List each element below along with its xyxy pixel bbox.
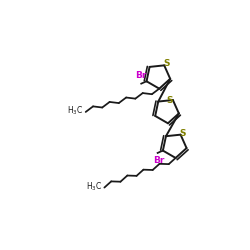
Text: H$_3$C: H$_3$C bbox=[86, 180, 102, 193]
Text: S: S bbox=[180, 130, 186, 138]
Text: S: S bbox=[166, 96, 173, 105]
Text: H$_3$C: H$_3$C bbox=[68, 105, 84, 118]
Text: Br: Br bbox=[153, 156, 164, 166]
Text: Br: Br bbox=[136, 71, 147, 80]
Text: S: S bbox=[163, 58, 170, 68]
